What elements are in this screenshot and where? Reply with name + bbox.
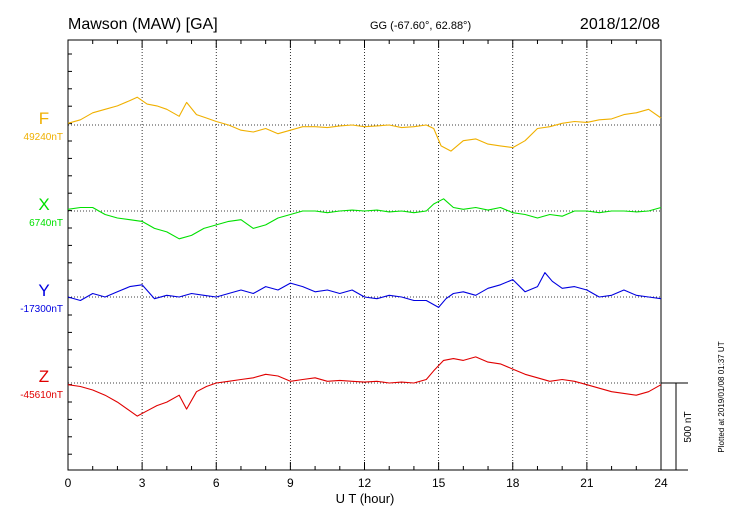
x-axis-label: U T (hour) xyxy=(336,491,395,506)
series-line-z xyxy=(67,356,662,417)
series-baseline-f: 49240nT xyxy=(24,132,63,143)
scale-bar: 500 nT xyxy=(661,382,694,471)
x-tick-label: 21 xyxy=(580,476,594,490)
x-tick-label: 24 xyxy=(654,476,668,490)
plotted-timestamp: Plotted at 2019/01/08 01:37 UT xyxy=(717,341,726,452)
geographic-coords: GG (-67.60°, 62.88°) xyxy=(370,20,471,32)
x-tick-label: 3 xyxy=(139,476,146,490)
x-tick-label: 12 xyxy=(358,476,372,490)
series-baseline-y: -17300nT xyxy=(20,304,63,315)
series-group xyxy=(67,96,662,417)
x-tick-label: 9 xyxy=(287,476,294,490)
series-line-y xyxy=(67,272,662,308)
date-label: 2018/12/08 xyxy=(580,16,660,33)
series-name-x: X xyxy=(38,195,49,214)
series-baseline-x: 6740nT xyxy=(29,218,63,229)
series-line-f xyxy=(67,96,662,152)
x-tick-label: 15 xyxy=(432,476,446,490)
scale-bar-label: 500 nT xyxy=(683,411,694,442)
series-baseline-z: -45610nT xyxy=(20,390,63,401)
series-line-x xyxy=(67,198,662,240)
axis-ticks xyxy=(67,40,662,470)
series-labels: F 49240nT X 6740nT Y -17300nT Z -45610nT xyxy=(20,109,63,401)
series-name-f: F xyxy=(39,109,49,128)
x-tick-labels: 0 3 6 9 12 15 18 21 24 xyxy=(65,476,668,490)
series-name-z: Z xyxy=(39,367,49,386)
x-tick-label: 6 xyxy=(213,476,220,490)
station-title: Mawson (MAW) [GA] xyxy=(68,16,218,33)
x-tick-label: 0 xyxy=(65,476,72,490)
x-tick-label: 18 xyxy=(506,476,520,490)
series-name-y: Y xyxy=(38,281,49,300)
